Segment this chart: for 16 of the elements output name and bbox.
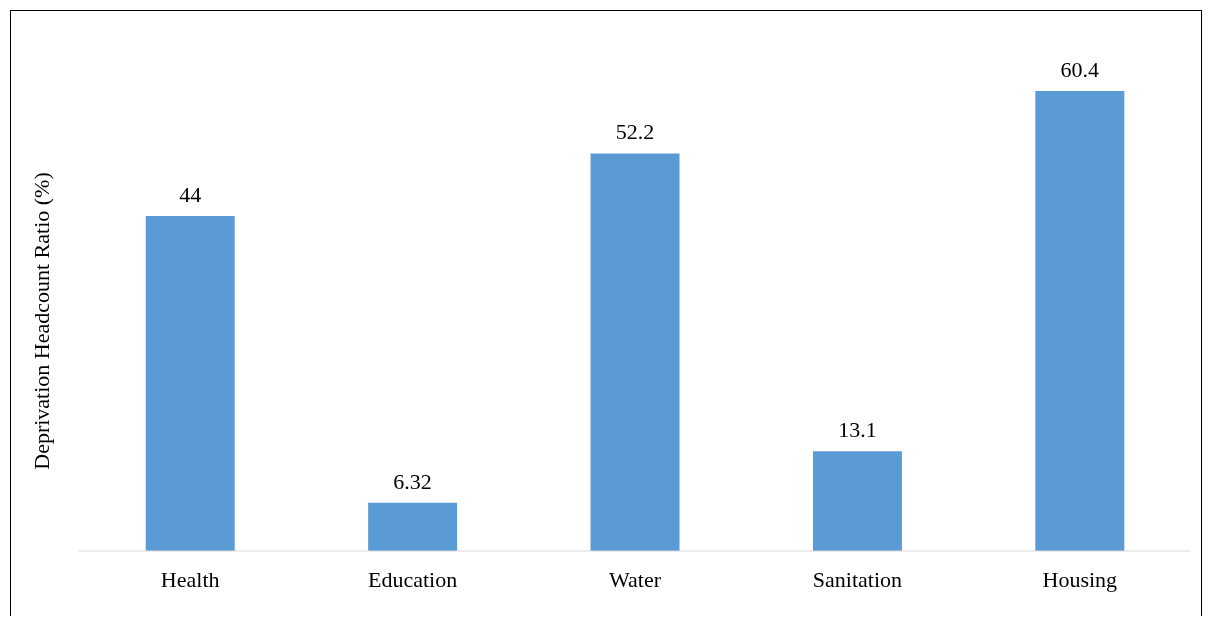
x-tick-label: Water [609, 566, 662, 592]
data-label: 44 [179, 181, 202, 207]
data-label: 60.4 [1060, 57, 1100, 82]
data-label: 52.2 [615, 119, 655, 145]
bar [368, 502, 458, 551]
bar [145, 215, 235, 551]
x-tick-label: Education [368, 566, 458, 592]
x-tick-label: Health [160, 566, 220, 592]
y-axis-title: Deprivation Headcount Ratio (%) [28, 172, 54, 470]
x-tick-label: Sanitation [812, 566, 903, 592]
bar [590, 153, 680, 551]
data-label: 13.1 [838, 417, 877, 443]
bar [812, 451, 902, 551]
bar [1035, 91, 1125, 551]
x-tick-label: Housing [1042, 566, 1118, 592]
data-label: 6.32 [393, 468, 432, 494]
